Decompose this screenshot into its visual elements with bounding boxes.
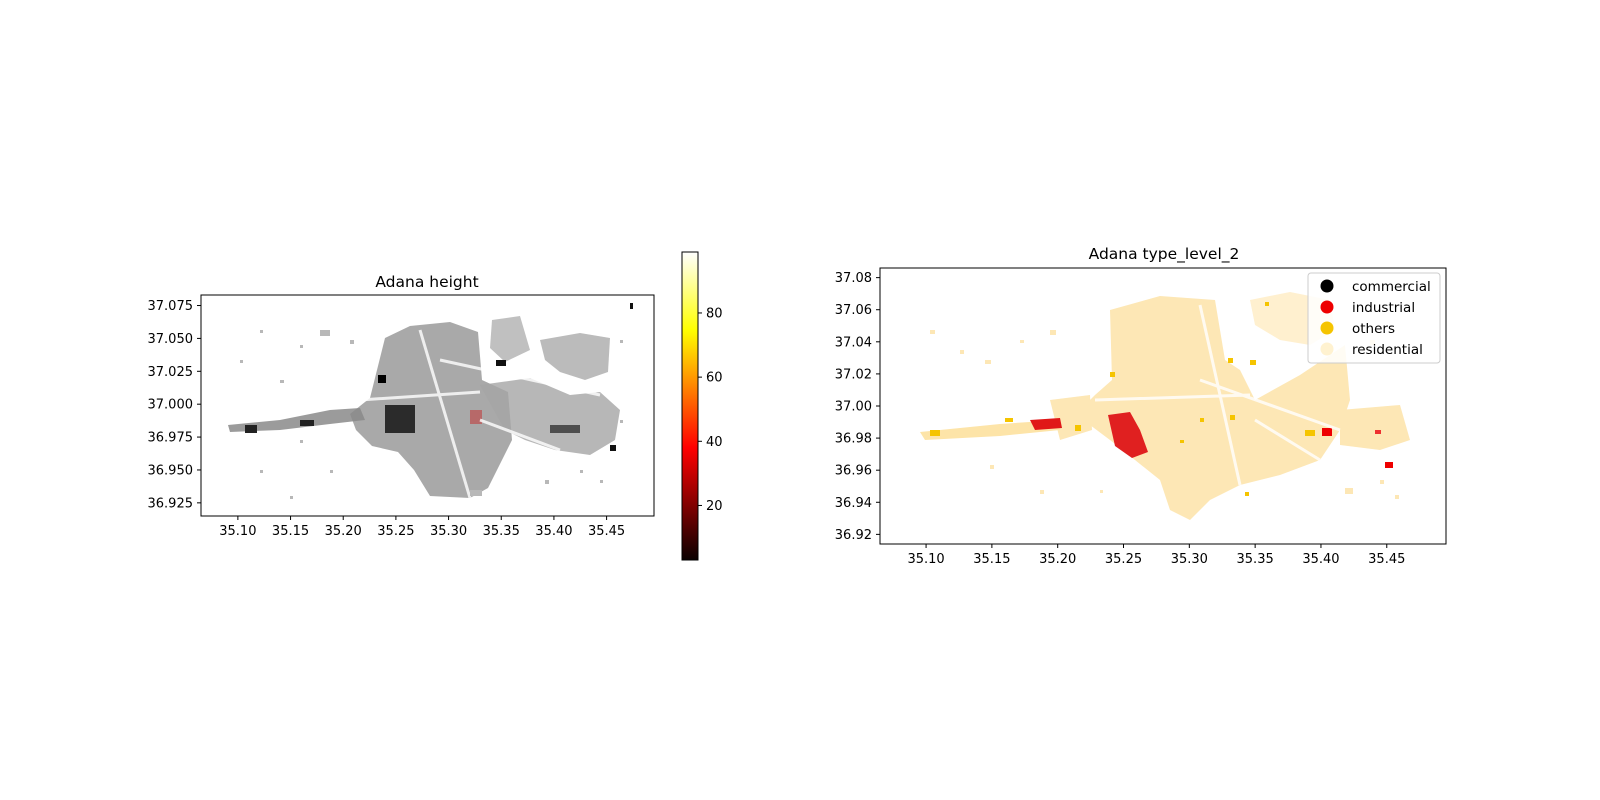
height-dark-cluster <box>378 375 386 383</box>
legend-label-industrial: industrial <box>1352 300 1415 316</box>
type-x-tick-label: 35.20 <box>1039 552 1076 567</box>
legend-label-commercial: commercial <box>1352 279 1431 295</box>
type-y-tick-label: 37.00 <box>835 400 872 415</box>
height-map-buildings <box>228 303 633 499</box>
height-x-tick-label: 35.10 <box>219 524 256 539</box>
height-y-axis: 37.075 37.050 37.025 37.000 36.975 36.950 36.9… <box>148 299 201 511</box>
type-industrial-cluster <box>1030 418 1062 430</box>
type-x-tick-label: 35.35 <box>1237 552 1274 567</box>
height-y-tick-label: 37.025 <box>148 365 194 380</box>
type-x-tick-label: 35.25 <box>1105 552 1142 567</box>
height-west-strip <box>228 408 365 432</box>
colorbar-tick-label: 60 <box>706 371 723 386</box>
type-residential-west <box>1050 395 1092 440</box>
height-dark-cluster <box>610 445 616 451</box>
type-map-panel: Adana type_level_2 <box>835 245 1447 567</box>
type-y-tick-label: 36.92 <box>835 528 872 543</box>
height-colorbar-gradient <box>681 251 699 561</box>
height-x-tick-label: 35.15 <box>272 524 309 539</box>
height-map-title: Adana height <box>375 273 478 291</box>
height-scatter <box>240 330 623 499</box>
type-industrial-cluster <box>1108 412 1148 458</box>
type-west-strip <box>920 420 1060 440</box>
height-x-tick-label: 35.20 <box>325 524 362 539</box>
type-y-tick-label: 37.04 <box>835 335 872 350</box>
type-roads <box>1094 304 1341 486</box>
height-roads <box>359 329 601 499</box>
legend-marker-industrial <box>1320 300 1334 314</box>
type-y-tick-label: 36.98 <box>835 432 872 447</box>
type-industrial-cluster <box>1375 430 1381 434</box>
height-red-cluster <box>470 410 482 424</box>
height-dark-cluster <box>385 405 415 433</box>
type-residential-scatter <box>930 330 1399 499</box>
legend-marker-others <box>1320 321 1334 335</box>
type-x-tick-label: 35.15 <box>973 552 1010 567</box>
type-residential-core <box>1080 296 1350 520</box>
colorbar-tick-label: 80 <box>706 306 723 321</box>
type-x-tick-label: 35.30 <box>1171 552 1208 567</box>
height-dark-cluster <box>300 420 314 426</box>
height-x-tick-label: 35.35 <box>483 524 520 539</box>
height-city-core <box>350 322 512 498</box>
type-x-tick-label: 35.45 <box>1368 552 1405 567</box>
height-x-tick-label: 35.25 <box>377 524 414 539</box>
height-dark-cluster <box>630 303 633 309</box>
height-y-tick-label: 36.925 <box>148 496 194 511</box>
height-y-tick-label: 36.975 <box>148 431 194 446</box>
legend-label-residential: residential <box>1352 342 1423 358</box>
legend-marker-commercial <box>1320 279 1334 293</box>
height-city-north <box>490 316 530 362</box>
height-city-east <box>480 378 620 455</box>
height-map-panel: Adana height <box>148 251 723 561</box>
height-dark-cluster <box>245 425 257 433</box>
height-x-axis: 35.10 35.15 35.20 35.25 35.30 35.35 35.40 35.45 <box>219 516 625 539</box>
type-y-tick-label: 37.06 <box>835 303 872 318</box>
legend-marker-residential <box>1320 342 1334 356</box>
height-map-axes-frame <box>200 294 655 517</box>
type-x-axis: 35.10 35.15 35.20 35.25 35.30 35.35 35.40 35.45 <box>907 544 1405 567</box>
height-x-tick-label: 35.30 <box>430 524 467 539</box>
height-colorbar-ticks: 20 40 60 80 <box>698 306 723 514</box>
type-residential-east <box>1340 405 1410 450</box>
type-y-tick-label: 36.94 <box>835 496 872 511</box>
height-city-northeast <box>540 333 610 380</box>
height-dark-cluster <box>496 360 506 366</box>
height-y-tick-label: 37.000 <box>148 398 194 413</box>
height-x-tick-label: 35.45 <box>588 524 625 539</box>
height-y-tick-label: 37.075 <box>148 299 194 314</box>
height-y-tick-label: 37.050 <box>148 332 194 347</box>
type-x-tick-label: 35.10 <box>907 552 944 567</box>
type-industrial-cluster <box>1385 462 1393 468</box>
type-industrial-cluster <box>1322 428 1332 436</box>
height-colorbar: 20 40 60 80 <box>681 251 723 561</box>
type-y-tick-label: 36.96 <box>835 464 872 479</box>
type-map-legend: commercial industrial others residential <box>1307 272 1441 364</box>
legend-box <box>1307 272 1441 364</box>
type-y-tick-label: 37.08 <box>835 271 872 286</box>
height-dark-cluster <box>550 425 580 433</box>
colorbar-tick-label: 20 <box>706 499 723 514</box>
type-map-title: Adana type_level_2 <box>1089 245 1240 264</box>
height-y-tick-label: 36.950 <box>148 463 194 478</box>
height-x-tick-label: 35.40 <box>535 524 572 539</box>
colorbar-tick-label: 40 <box>706 435 723 450</box>
legend-label-others: others <box>1352 321 1395 337</box>
type-y-axis: 37.08 37.06 37.04 37.02 37.00 36.98 36.96 36.94… <box>835 271 880 543</box>
type-y-tick-label: 37.02 <box>835 367 872 382</box>
type-others-scatter <box>930 302 1315 496</box>
type-x-tick-label: 35.40 <box>1302 552 1339 567</box>
